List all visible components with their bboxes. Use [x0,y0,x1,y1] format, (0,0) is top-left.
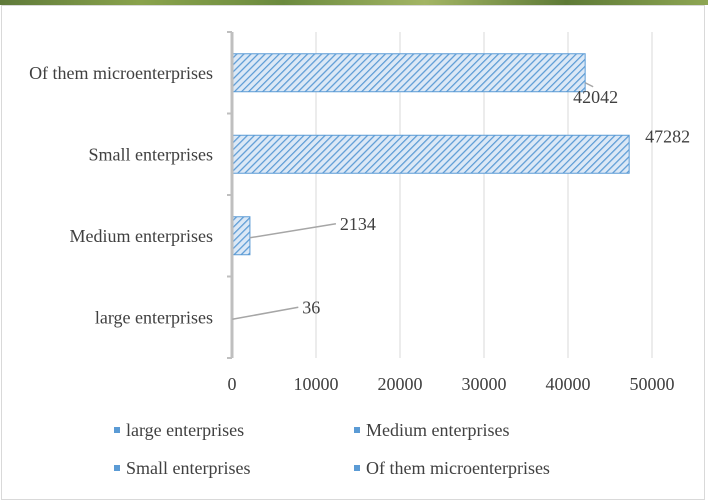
legend-swatch-of-them-microenterprises [354,465,360,471]
legend-swatch-small-enterprises [114,465,120,471]
category-label-of-them-microenterprises: Of them microenterprises [29,63,213,83]
bar-medium-enterprises [231,216,251,256]
legend-swatch-large-enterprises [114,427,120,433]
x-tick-label-50000: 50000 [630,374,675,394]
bar-of-them-microenterprises [231,53,586,93]
leader-line-large-enterprises [232,306,299,320]
chart-frame [1,5,705,500]
bar-small-enterprises [231,134,630,174]
category-label-small-enterprises: Small enterprises [89,144,213,164]
x-tick-label-20000: 20000 [378,374,423,394]
x-tick-label-0: 0 [228,374,237,394]
leader-line-of-them-microenterprises [584,82,594,88]
leader-line-medium-enterprises [249,223,337,239]
gridlines [315,32,653,358]
legend-label-small-enterprises: Small enterprises [126,458,250,478]
legend-swatch-medium-enterprises [354,427,360,433]
labels: large enterprises Medium enterprises Small… [29,63,690,328]
legend-label-of-them-microenterprises: Of them microenterprises [366,458,550,478]
legend-label-large-enterprises: large enterprises [126,420,244,440]
legend: large enterprises Medium enterprises Small… [114,420,550,478]
x-tick-label-10000: 10000 [294,374,339,394]
category-label-medium-enterprises: Medium enterprises [70,226,213,246]
data-label-medium-enterprises: 2134 [340,214,376,234]
data-label-small-enterprises: 47282 [645,126,690,146]
x-tick-label-40000: 40000 [546,374,591,394]
bars [231,53,630,337]
decorative-top-strip [0,0,708,5]
category-label-large-enterprises: large enterprises [95,307,213,327]
x-tick-label-30000: 30000 [462,374,507,394]
legend-label-medium-enterprises: Medium enterprises [366,420,509,440]
data-label-large-enterprises: 36 [302,297,320,317]
data-label-of-them-microenterprises: 42042 [573,87,618,107]
axes: 0 10000 20000 30000 40000 50000 [227,31,675,394]
